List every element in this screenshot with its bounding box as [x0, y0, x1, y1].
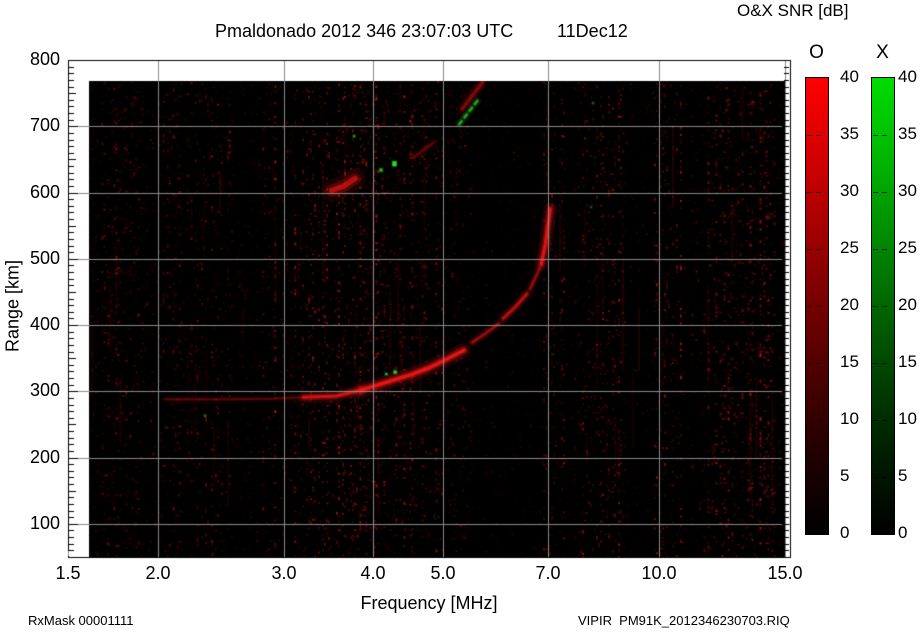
colorbar-x-tick-label: 25 [898, 238, 917, 257]
colorbar-tick-mark [882, 420, 887, 421]
colorbar-x-tick-label: 15 [898, 352, 917, 371]
colorbar-x-tick-label: 30 [898, 181, 917, 200]
colorbar-x-tick-label: 0 [898, 523, 908, 542]
colorbar-tick-mark [807, 135, 812, 136]
filename-label: VIPIR PM91K_2012346230703.RIQ [578, 613, 790, 628]
colorbar-tick-mark [882, 135, 887, 136]
colorbar-x-tick-label: 20 [898, 295, 917, 314]
y-tick-label: 600 [29, 182, 60, 202]
colorbar-tick-mark [807, 192, 812, 193]
colorbar-o-tick-label: 35 [840, 124, 859, 143]
x-tick-label: 1.5 [55, 563, 81, 583]
y-tick-label: 100 [29, 513, 60, 533]
colorbar-tick-mark [807, 420, 812, 421]
y-tick-label: 200 [29, 447, 60, 467]
colorbar-tick-mark [882, 192, 887, 193]
colorbar-o-tick-label: 40 [840, 67, 859, 86]
colorbar-x-tick-label: 5 [898, 466, 908, 485]
colorbar-tick-mark [873, 135, 878, 136]
colorbar-tick-mark [816, 363, 821, 364]
x-tick-label: 3.0 [271, 563, 297, 583]
colorbar-tick-mark [873, 306, 878, 307]
colorbar-tick-mark [807, 477, 812, 478]
colorbar-x-header: X [876, 42, 889, 63]
rxmask-label: RxMask 00001111 [28, 613, 134, 628]
x-tick-label: 15.0 [767, 563, 803, 583]
colorbar-x-tick-label: 40 [898, 67, 917, 86]
colorbar-o-header: O [809, 42, 824, 63]
colorbar-tick-mark [816, 420, 821, 421]
colorbar-o-tick-label: 30 [840, 181, 859, 200]
colorbar-o-tick-label: 20 [840, 295, 859, 314]
colorbar-tick-mark [807, 363, 812, 364]
x-tick-label: 10.0 [641, 563, 677, 583]
colorbar-tick-mark [816, 249, 821, 250]
colorbar-tick-mark [882, 477, 887, 478]
x-tick-label: 2.0 [145, 563, 171, 583]
colorbar-tick-mark [816, 477, 821, 478]
x-axis-label: Frequency [MHz] [360, 593, 498, 613]
y-tick-label: 300 [29, 380, 60, 400]
colorbar-tick-mark [882, 249, 887, 250]
plot-title: Pmaldonado 2012 346 23:07:03 UTC [215, 21, 514, 41]
colorbar-tick-mark [873, 249, 878, 250]
y-tick-label: 800 [29, 49, 60, 69]
colorbar-o-tick-label: 25 [840, 238, 859, 257]
colorbar-o-tick-label: 5 [840, 466, 850, 485]
colorbar-x [871, 77, 895, 535]
colorbar-tick-mark [816, 135, 821, 136]
colorbar-tick-mark [873, 363, 878, 364]
x-tick-label: 4.0 [360, 563, 386, 583]
colorbar-x-tick-label: 10 [898, 409, 917, 428]
x-tick-label: 5.0 [430, 563, 456, 583]
colorbar-tick-mark [882, 306, 887, 307]
colorbar-title: O&X SNR [dB] [737, 1, 849, 20]
colorbar-o-tick-label: 0 [840, 523, 850, 542]
y-tick-label: 700 [29, 115, 60, 135]
colorbar-tick-mark [873, 420, 878, 421]
y-axis-label: Range [km] [2, 259, 23, 353]
colorbar-tick-mark [873, 477, 878, 478]
colorbar-tick-mark [816, 192, 821, 193]
y-tick-label: 400 [29, 314, 60, 334]
colorbar-x-tick-label: 35 [898, 124, 917, 143]
colorbar-o-tick-label: 15 [840, 352, 859, 371]
y-tick-label: 500 [29, 248, 60, 268]
colorbar-tick-mark [816, 306, 821, 307]
x-tick-label: 7.0 [535, 563, 561, 583]
plot-date-label: 11Dec12 [557, 21, 628, 41]
colorbar-o-tick-label: 10 [840, 409, 859, 428]
colorbar-tick-mark [807, 249, 812, 250]
colorbar-o [805, 77, 829, 535]
colorbar-tick-mark [807, 306, 812, 307]
colorbar-tick-mark [882, 363, 887, 364]
colorbar-tick-mark [873, 192, 878, 193]
